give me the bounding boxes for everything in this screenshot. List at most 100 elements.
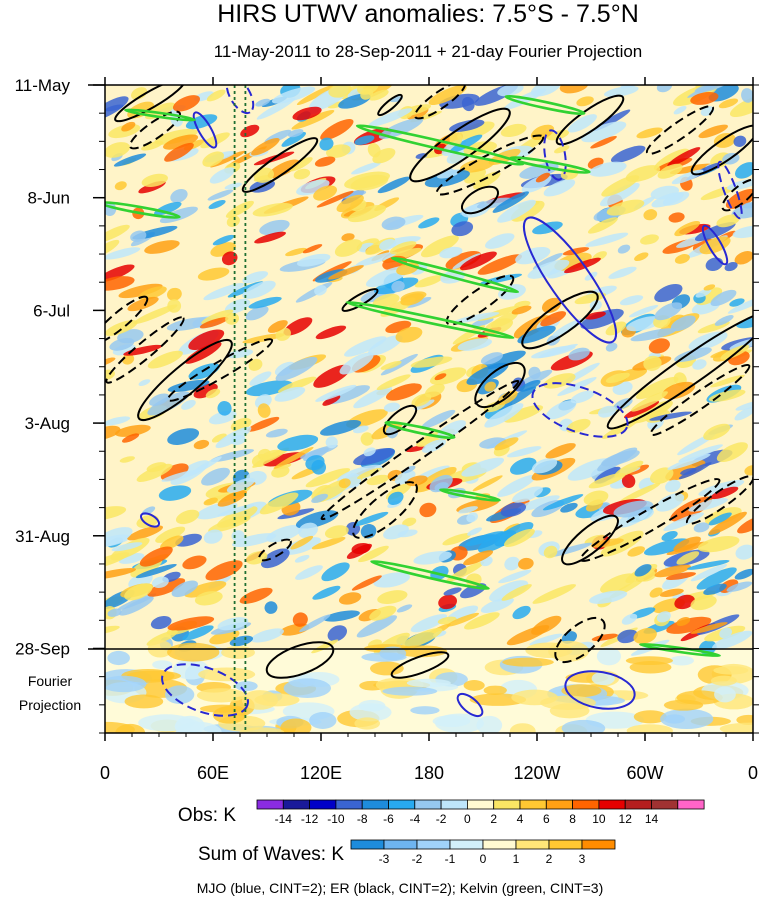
legend-level-label: 14 (645, 812, 659, 826)
legend-swatch (572, 799, 600, 810)
anomaly-cell (656, 611, 671, 623)
projection-cell (124, 694, 164, 709)
anomaly-cell (288, 157, 313, 172)
anomaly-cell (323, 610, 360, 622)
x-tick-label: 60W (626, 763, 663, 783)
legend-level-label: 3 (579, 852, 586, 866)
anomaly-cell (380, 360, 402, 370)
projection-cell (410, 706, 440, 715)
anomaly-cell (336, 194, 364, 213)
legend-level-label: 0 (480, 852, 487, 866)
anomaly-cell (698, 124, 728, 139)
anomaly-cell (476, 197, 513, 209)
anomaly-cell (248, 296, 282, 309)
anomaly-cell (674, 254, 690, 264)
anomaly-cell (735, 400, 753, 411)
projection-cell (199, 704, 245, 713)
anomaly-cell (583, 490, 609, 506)
legend-swatch (598, 799, 626, 810)
anomaly-cell (105, 625, 120, 635)
anomaly-cell (726, 581, 753, 592)
anomaly-cell (591, 633, 618, 641)
anomaly-cell (299, 614, 331, 633)
anomaly-cell (436, 169, 461, 179)
anomaly-cell (172, 95, 201, 112)
er-contour (474, 361, 526, 409)
anomaly-cell (202, 151, 225, 167)
anomaly-cell (277, 434, 319, 452)
anomaly-cell (576, 96, 594, 107)
anomaly-cell (421, 439, 447, 453)
anomaly-cell (209, 629, 240, 645)
mjo-contour (564, 670, 636, 710)
projection-cell (710, 675, 737, 686)
legend-level-label: 2 (490, 812, 497, 826)
anomaly-cell (485, 233, 515, 249)
y-tick-label: 3-Aug (25, 414, 70, 433)
anomaly-cell (599, 182, 640, 207)
projection-cell (663, 699, 704, 711)
anomaly-cell (695, 288, 712, 298)
anomaly-cell (311, 493, 329, 504)
anomaly-cell (724, 262, 738, 272)
anomaly-cell (503, 405, 544, 423)
projection-cell (221, 646, 255, 659)
anomaly-cell (322, 395, 341, 406)
anomaly-cell (619, 295, 644, 306)
anomaly-cell (559, 85, 589, 94)
anomaly-cell (500, 123, 527, 138)
anomaly-cell (718, 98, 739, 109)
anomaly-cell (497, 85, 524, 97)
chart-title: HIRS UTWV anomalies: 7.5°S - 7.5°N (217, 0, 639, 28)
projection-cell (196, 688, 246, 703)
legend-swatch (677, 799, 705, 810)
projection-cell (105, 675, 147, 693)
er-contour (105, 316, 185, 384)
anomaly-cell (231, 530, 245, 542)
legend-swatch (440, 799, 468, 810)
anomaly-cell (206, 89, 226, 102)
legend-swatch (383, 839, 418, 850)
anomaly-cell (193, 439, 210, 450)
legend-level-label: 4 (517, 812, 524, 826)
x-tick-label: 120E (300, 763, 342, 783)
anomaly-cell (414, 275, 444, 288)
anomaly-cell (719, 627, 733, 639)
er-contour (377, 93, 403, 117)
anomaly-cell (353, 511, 389, 527)
anomaly-cell (410, 356, 453, 368)
legend-swatch (545, 799, 573, 810)
anomaly-cell (296, 179, 330, 196)
anomaly-cell (358, 545, 389, 563)
projection-cell (379, 646, 407, 661)
anomaly-cell (584, 534, 606, 545)
anomaly-cell (600, 530, 644, 557)
anomaly-cell (201, 309, 234, 325)
er-contour (129, 110, 181, 150)
anomaly-cell (255, 98, 271, 107)
projection-cell (283, 678, 331, 698)
anomaly-cell (105, 247, 141, 260)
projection-cell (736, 714, 753, 725)
anomaly-cell (144, 240, 180, 254)
anomaly-cell (167, 379, 210, 393)
anomaly-cell (327, 625, 347, 642)
anomaly-cell (201, 467, 230, 486)
legend-level-label: 8 (569, 812, 576, 826)
anomaly-cell (568, 347, 590, 361)
anomaly-cell (253, 167, 274, 183)
anomaly-cell (614, 460, 644, 478)
anomaly-cell (208, 199, 226, 210)
anomaly-cell (167, 287, 182, 301)
anomaly-cell (249, 371, 272, 386)
anomaly-cell (320, 119, 354, 141)
anomaly-cell (626, 316, 663, 332)
anomaly-cell (545, 443, 576, 459)
anomaly-cell (372, 148, 396, 164)
anomaly-cell (389, 241, 417, 255)
anomaly-cell (171, 580, 199, 598)
anomaly-cell (211, 433, 227, 443)
anomaly-cell (242, 333, 286, 344)
anomaly-cell (155, 526, 186, 543)
anomaly-cell (552, 318, 585, 337)
